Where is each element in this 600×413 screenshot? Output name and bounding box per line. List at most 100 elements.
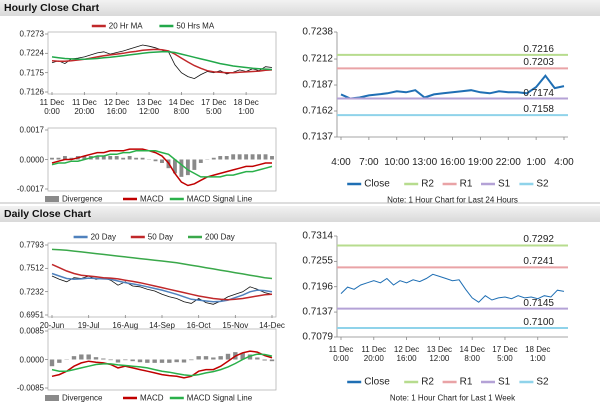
legend-label: R2 bbox=[421, 178, 434, 190]
level-label: 0.7100 bbox=[523, 316, 554, 328]
divergence-bar bbox=[140, 157, 145, 160]
divergence-bar bbox=[57, 359, 62, 363]
series-line bbox=[340, 74, 565, 100]
x-tick-label: 11 Dec 0:00 bbox=[39, 98, 65, 116]
series-line bbox=[51, 350, 273, 379]
divergence-bar bbox=[211, 357, 216, 360]
divergence-bar bbox=[86, 354, 91, 360]
divergence-bar bbox=[137, 359, 143, 363]
divergence-bar bbox=[95, 156, 100, 160]
x-tick-label: 15-Nov bbox=[222, 321, 249, 330]
series-line bbox=[51, 51, 273, 71]
divergence-bar bbox=[211, 157, 216, 160]
divergence-bar bbox=[160, 159, 164, 163]
x-tick-label: 16:00 bbox=[439, 157, 466, 168]
divergence-bar bbox=[262, 359, 267, 361]
y-tick-label: 0.7137 bbox=[302, 131, 333, 143]
level-label: 0.7158 bbox=[523, 104, 554, 116]
divergence-bar bbox=[244, 154, 249, 160]
divergence-bar bbox=[189, 359, 194, 361]
y-tick-label: 0.7175 bbox=[19, 68, 44, 78]
y-tick-label: 0.7255 bbox=[302, 255, 333, 267]
legend-label: MACD bbox=[140, 393, 164, 403]
y-tick-label: 0.7126 bbox=[19, 87, 44, 97]
level-label: 0.7216 bbox=[523, 43, 554, 55]
divergence-bar bbox=[108, 359, 113, 361]
x-tick-label: 11 Dec 20:00 bbox=[71, 98, 97, 116]
x-tick-label: 12 Dec 16:00 bbox=[393, 345, 420, 363]
divergence-bar bbox=[49, 359, 55, 367]
level-label: 0.7241 bbox=[523, 256, 554, 268]
y-tick-label: 0.7273 bbox=[19, 29, 44, 39]
x-tick-label: 18 Dec 1:00 bbox=[525, 345, 551, 363]
divergence-bar bbox=[152, 359, 157, 363]
y-tick-label: 0.0000 bbox=[19, 355, 44, 364]
divergence-bar bbox=[101, 358, 106, 360]
divergence-bar bbox=[69, 157, 74, 160]
divergence-bar bbox=[101, 156, 106, 160]
x-tick-label: 7:00 bbox=[359, 157, 379, 168]
divergence-bar bbox=[153, 159, 158, 162]
divergence-bar bbox=[185, 159, 190, 176]
y-tick-label: 0.7187 bbox=[302, 79, 333, 91]
legend-label: Divergence bbox=[62, 393, 103, 403]
divergence-bar bbox=[127, 156, 132, 160]
divergence-bar bbox=[247, 354, 253, 360]
chart-note: Note: 1 Hour Chart for Last 1 Week bbox=[389, 393, 516, 403]
divergence-bar bbox=[179, 159, 184, 177]
divergence-bar bbox=[50, 157, 54, 160]
legend-swatch bbox=[45, 395, 59, 401]
x-tick-label: 4:00 bbox=[331, 157, 351, 168]
divergence-bar bbox=[108, 156, 113, 160]
legend-label: R1 bbox=[459, 376, 473, 388]
x-tick-label: 4:00 bbox=[554, 157, 574, 168]
legend-label: S1 bbox=[498, 376, 511, 388]
y-tick-label: 0.0000 bbox=[19, 155, 44, 164]
level-label: 0.7145 bbox=[523, 297, 554, 309]
x-tick-label: 13 Dec 12:00 bbox=[136, 98, 162, 116]
series-line bbox=[51, 248, 273, 280]
divergence-bar bbox=[174, 359, 179, 363]
divergence-bar bbox=[224, 156, 229, 160]
series-line bbox=[51, 150, 273, 178]
legend-label: 20 Hr MA bbox=[108, 21, 143, 31]
y-tick-label: -0.0017 bbox=[16, 184, 44, 194]
legend-label: R2 bbox=[421, 376, 434, 388]
series-line bbox=[51, 148, 272, 187]
y-tick-label: 0.6951 bbox=[19, 310, 44, 320]
legend-label: S2 bbox=[536, 376, 549, 388]
divergence-bar bbox=[63, 156, 67, 160]
x-tick-label: 19-Jul bbox=[77, 321, 100, 330]
legend-label: 20 Day bbox=[90, 232, 116, 242]
series-line bbox=[51, 263, 273, 301]
y-tick-label: 0.7137 bbox=[302, 306, 333, 318]
divergence-bar bbox=[237, 154, 242, 160]
legend-label: 50 Hrs MA bbox=[176, 21, 215, 31]
divergence-bar bbox=[123, 359, 128, 361]
x-tick-label: 19:00 bbox=[467, 157, 493, 168]
divergence-bar bbox=[218, 156, 223, 160]
divergence-bar bbox=[93, 357, 99, 360]
x-tick-label: 14 Dec 8:00 bbox=[168, 98, 195, 116]
y-tick-label: 0.0017 bbox=[19, 125, 44, 135]
legend-label: MACD Signal Line bbox=[186, 393, 253, 403]
divergence-bar bbox=[192, 159, 197, 170]
divergence-bar bbox=[134, 157, 139, 160]
legend-label: Close bbox=[364, 376, 390, 388]
legend-label: Divergence bbox=[62, 194, 103, 204]
legend-label: MACD Signal Line bbox=[186, 194, 253, 204]
y-tick-label: -0.0085 bbox=[16, 383, 44, 393]
divergence-bar bbox=[225, 353, 231, 360]
level-label: 0.7203 bbox=[523, 57, 554, 69]
section-header: Hourly Close Chart bbox=[0, 0, 600, 16]
legend-label: 50 Day bbox=[147, 232, 174, 242]
x-tick-label: 11 Dec 0:00 bbox=[328, 345, 354, 363]
divergence-bar bbox=[240, 352, 245, 360]
divergence-bar bbox=[71, 356, 77, 360]
level-label: 0.7292 bbox=[523, 234, 554, 246]
series-line bbox=[51, 353, 273, 377]
divergence-bar bbox=[82, 156, 87, 160]
y-tick-label: 0.7079 bbox=[302, 331, 333, 343]
divergence-bar bbox=[198, 159, 203, 163]
